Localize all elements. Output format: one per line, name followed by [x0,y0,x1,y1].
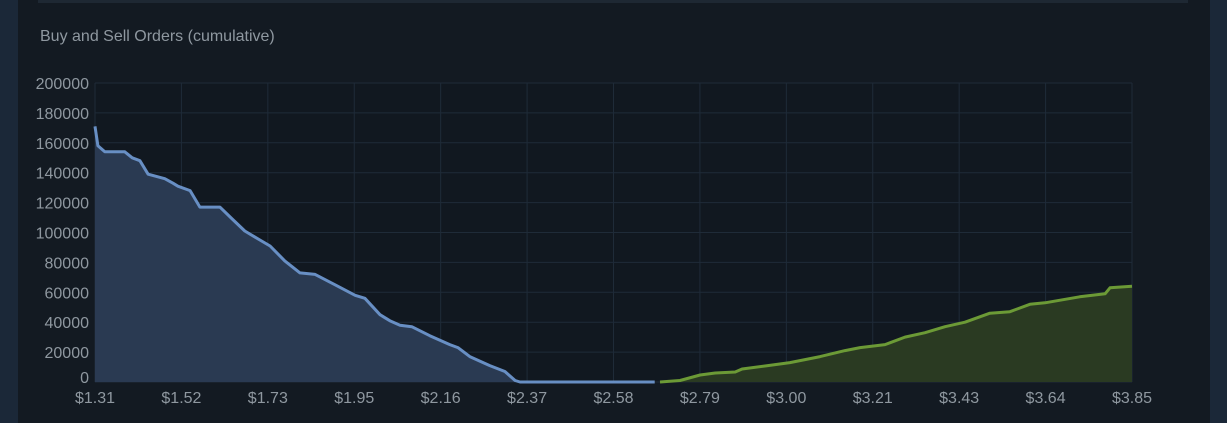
y-tick-label: 120000 [36,196,89,213]
x-tick-label: $1.31 [75,390,115,407]
y-tick-label: 140000 [36,166,89,183]
y-tick-label: 40000 [45,315,90,332]
chart-title: Buy and Sell Orders (cumulative) [40,28,275,45]
y-tick-label: 0 [80,370,89,387]
x-tick-label: $3.43 [939,390,979,407]
y-tick-label: 60000 [45,285,90,302]
buy-orders-area [95,126,655,383]
x-tick-label: $1.52 [161,390,201,407]
x-tick-label: $2.79 [680,390,720,407]
x-tick-label: $2.16 [421,390,461,407]
y-tick-label: 100000 [36,226,89,243]
x-tick-label: $3.21 [853,390,893,407]
x-tick-label: $3.85 [1112,390,1152,407]
x-tick-label: $3.64 [1026,390,1066,407]
x-tick-label: $1.95 [334,390,374,407]
x-tick-label: $1.73 [248,390,288,407]
x-tick-label: $3.00 [766,390,806,407]
x-tick-label: $2.37 [507,390,547,407]
y-tick-label: 160000 [36,136,89,153]
y-tick-label: 200000 [36,76,89,93]
sell-orders-line [659,284,1133,384]
y-tick-label: 80000 [45,255,90,272]
top-divider [38,0,1188,3]
buy-orders-line [93,126,655,384]
x-tick-label: $2.58 [593,390,633,407]
y-tick-label: 180000 [36,106,89,123]
y-tick-label: 20000 [45,345,90,362]
